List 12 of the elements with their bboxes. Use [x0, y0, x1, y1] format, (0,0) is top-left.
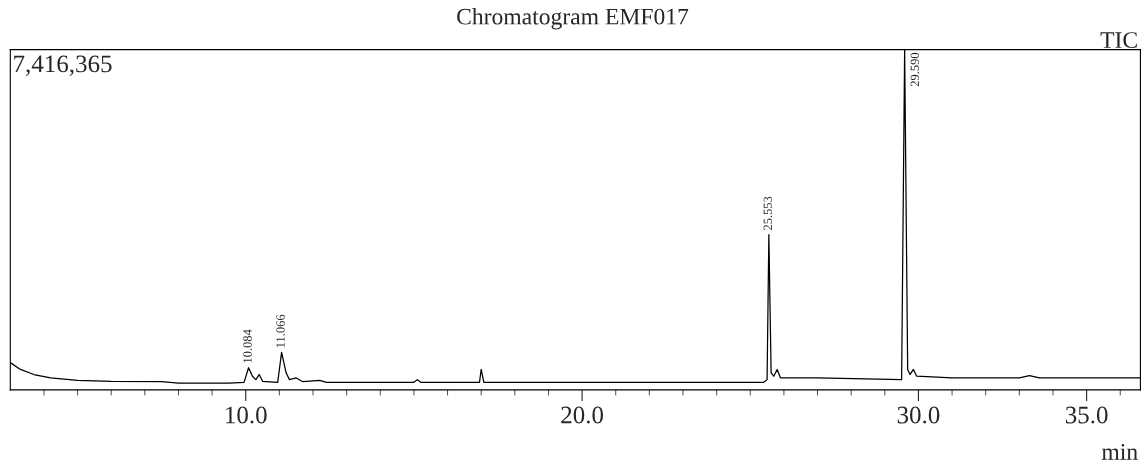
x-tick-label: 20.0 [561, 406, 604, 424]
chart-title: Chromatogram EMF017 [457, 7, 689, 30]
annotation: 25.553 [763, 196, 773, 230]
x-tick-label: 10.0 [226, 406, 267, 424]
x-tick-label: 30.0 [897, 406, 940, 424]
annotation: 11.066 [276, 314, 285, 348]
annotation: 7,416,365 [14, 55, 112, 76]
x-tick-label: 35.0 [1065, 406, 1108, 424]
annotation: 29.590 [910, 52, 920, 87]
text: TIC [1100, 32, 1137, 49]
annotation: 10.084 [243, 329, 252, 363]
x-axis-title: min [1101, 444, 1138, 460]
